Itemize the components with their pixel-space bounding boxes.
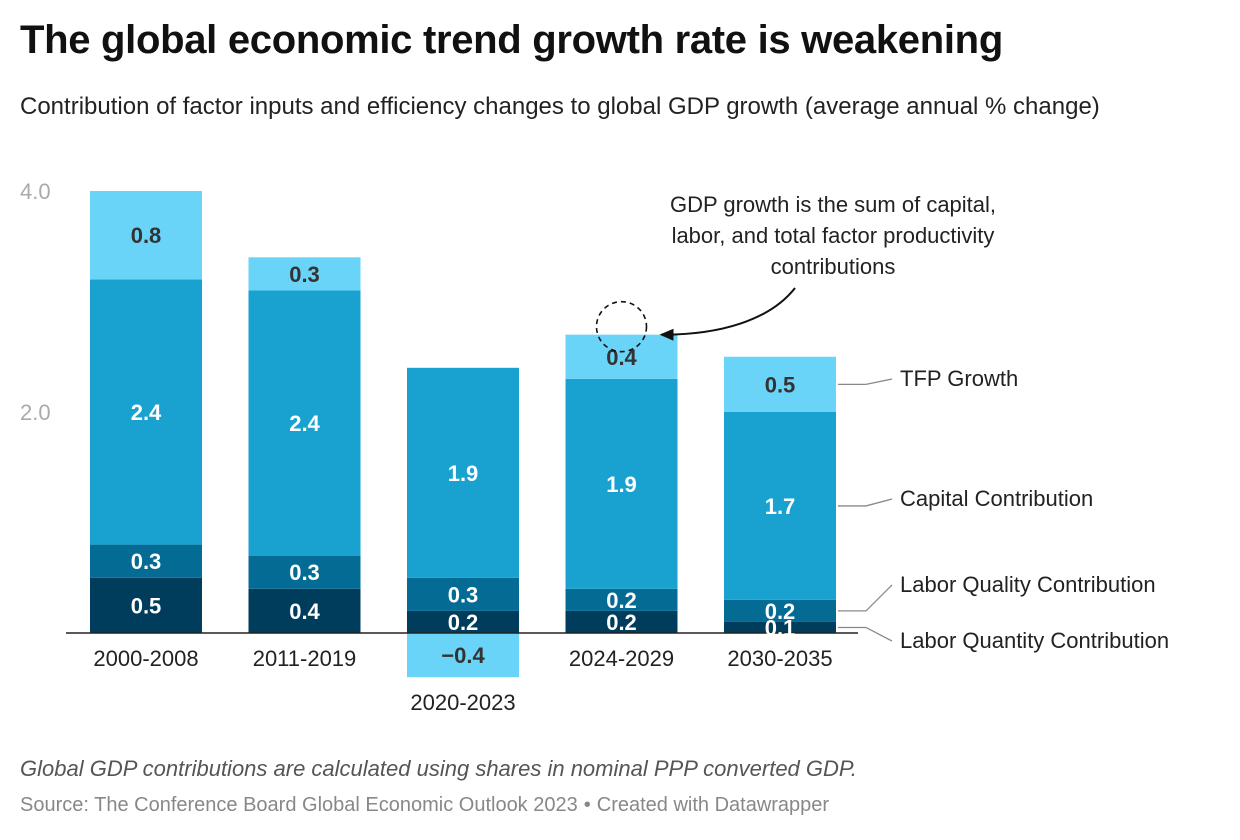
bar-segment-tfp (565, 334, 678, 379)
value-label-labor_quantity: 0.5 (131, 593, 162, 618)
y-axis-ticks: 2.0 4.0 (20, 179, 51, 425)
category-label: 2020-2023 (410, 690, 515, 715)
annotation-text: labor, and total factor productivity (672, 223, 995, 248)
y-tick-label: 2.0 (20, 400, 51, 425)
category-label: 2030-2035 (727, 646, 832, 671)
legend-label-labor_quality: Labor Quality Contribution (900, 572, 1156, 597)
annotation-text: contributions (771, 254, 896, 279)
value-labels: 0.5 0.3 2.4 0.8 0.4 0.3 2.4 0.3 0.2 0.3 1.9 −0.4 0.2… (131, 223, 796, 668)
bar-segment-labor_quality (724, 599, 836, 622)
y-tick-label: 4.0 (20, 179, 51, 204)
bar-segment-capital (248, 290, 361, 556)
chart-title: The global economic trend growth rate is… (20, 18, 1003, 62)
bar-segment-tfp (90, 191, 202, 280)
legend-label-tfp: TFP Growth (900, 366, 1018, 391)
value-label-tfp: −0.4 (441, 643, 485, 668)
legend-label-labor_quantity: Labor Quantity Contribution (900, 628, 1169, 653)
credit-text: Created with Datawrapper (596, 794, 830, 816)
bar-segment-labor_quantity (248, 588, 361, 633)
bar-segment-labor_quantity (90, 577, 202, 633)
value-label-capital: 1.7 (765, 494, 796, 519)
legend-leader-line (838, 498, 893, 507)
value-label-labor_quality: 0.3 (131, 549, 162, 574)
value-label-labor_quality: 0.2 (765, 599, 796, 624)
value-label-capital: 2.4 (131, 400, 162, 425)
chart-svg: 2.0 4.0 0.5 0.3 2.4 0.8 0.4 0.3 2.4 0.3 0.2 0.3 1.9… (20, 179, 1169, 715)
value-label-labor_quantity: 0.4 (289, 599, 320, 624)
value-label-capital: 1.9 (448, 461, 479, 486)
value-label-tfp: 0.5 (765, 372, 796, 397)
source-line: Source: The Conference Board Global Econ… (20, 794, 829, 817)
footnote: Global GDP contributions are calculated … (20, 756, 857, 781)
bar-segment-labor_quality (565, 588, 678, 611)
bar-segment-tfp (248, 257, 361, 291)
bar-segment-capital (565, 378, 678, 589)
bar-stacks (90, 191, 836, 678)
bar-segment-labor_quantity (724, 621, 836, 633)
chart-subtitle: Contribution of factor inputs and effici… (20, 93, 1100, 120)
value-label-capital: 1.9 (606, 472, 637, 497)
category-labels: 2000-2008 2011-2019 2020-2023 2024-2029 2030… (93, 646, 832, 715)
legend-leader-line (838, 626, 893, 642)
bar-segment-labor_quality (90, 544, 202, 578)
value-label-labor_quality: 0.3 (289, 560, 320, 585)
source-separator: • (583, 794, 591, 816)
value-label-tfp: 0.3 (289, 262, 320, 287)
bar-segment-labor_quality (248, 555, 361, 589)
annotation: GDP growth is the sum of capital, labor, … (595, 192, 996, 353)
source-text: Source: The Conference Board Global Econ… (20, 794, 578, 816)
value-label-labor_quantity: 0.2 (448, 610, 479, 635)
value-label-labor_quantity: 0.2 (606, 610, 637, 635)
annotation-circle (595, 300, 648, 353)
legend-leader-line (838, 378, 893, 386)
value-label-labor_quality: 0.2 (606, 588, 637, 613)
category-label: 2024-2029 (569, 646, 674, 671)
bar-segment-labor_quantity (407, 610, 519, 633)
value-label-labor_quality: 0.3 (448, 582, 479, 607)
bar-segment-capital (724, 412, 836, 600)
value-label-capital: 2.4 (289, 411, 320, 436)
bar-segment-labor_quantity (565, 610, 678, 633)
annotation-text: GDP growth is the sum of capital, (670, 192, 996, 217)
bar-segment-capital (407, 367, 519, 578)
legend-leader-line (838, 584, 893, 612)
direct-legend: TFP Growth Capital Contribution Labor Qual… (838, 366, 1169, 653)
value-label-tfp: 0.8 (131, 223, 162, 248)
bar-segment-tfp (724, 356, 836, 412)
bar-segment-tfp (407, 633, 519, 678)
bar-segment-labor_quality (407, 577, 519, 611)
legend-label-capital: Capital Contribution (900, 486, 1093, 511)
category-label: 2011-2019 (253, 646, 357, 671)
annotation-arrow (659, 287, 796, 341)
bar-segment-capital (90, 279, 202, 545)
value-label-labor_quantity: 0.1 (765, 615, 796, 640)
category-label: 2000-2008 (93, 646, 198, 671)
